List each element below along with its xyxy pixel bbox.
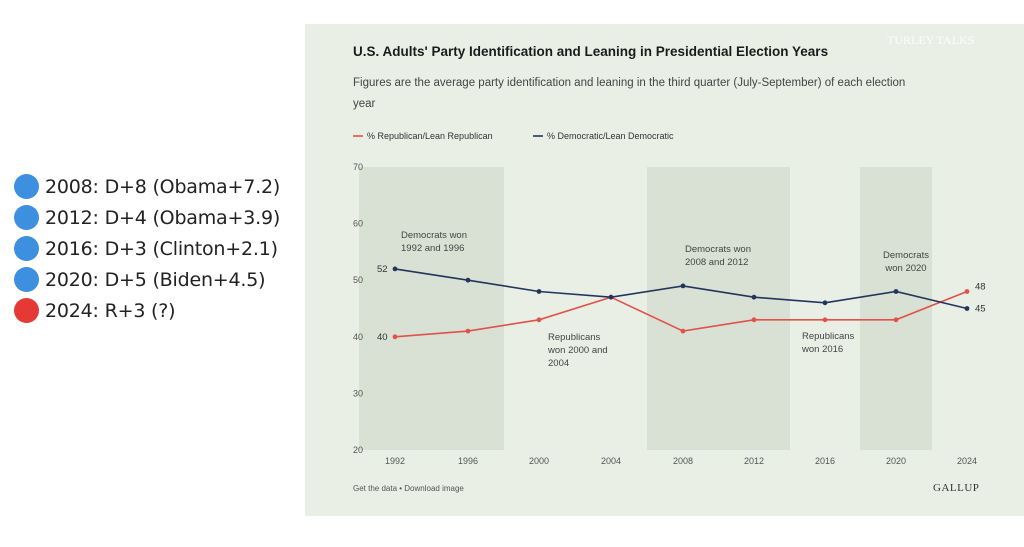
end-label-republican: 48 <box>975 282 986 293</box>
legend-label-democratic: % Democratic/Lean Democratic <box>547 131 674 141</box>
list-item-text: 2012: D+4 (Obama+3.9) <box>45 206 281 229</box>
annotation-line: Democrats won <box>685 244 751 255</box>
annotation-line: 2004 <box>548 358 569 369</box>
data-point-republican <box>964 289 970 294</box>
blue-dot-icon <box>14 205 39 230</box>
list-item-text: 2008: D+8 (Obama+7.2) <box>45 175 281 198</box>
data-point-republican <box>822 317 828 323</box>
chart-svg: 70 60 50 40 30 20 1992 1996 2000 2004 2008 2012 2016… <box>353 33 986 494</box>
data-point-democratic <box>392 266 398 272</box>
annotation-line: Republicans <box>802 331 855 342</box>
x-tick-label: 1996 <box>458 456 478 466</box>
annotation-0: Democrats won 1992 and 1996 <box>401 230 467 254</box>
data-point-democratic <box>964 306 970 311</box>
annotation-line: Democrats won <box>401 230 467 241</box>
data-point-democratic <box>822 300 828 306</box>
y-tick-label: 60 <box>353 219 363 229</box>
x-tick-label: 2016 <box>815 456 835 466</box>
y-tick-label: 20 <box>353 445 363 455</box>
x-tick-label: 2004 <box>601 456 621 466</box>
data-point-republican <box>465 328 471 334</box>
footer-links[interactable]: Get the data • Download image <box>353 484 464 493</box>
annotation-line: won 2020 <box>884 263 926 274</box>
data-point-democratic <box>536 289 542 294</box>
data-point-republican <box>392 334 398 340</box>
shaded-period-2 <box>860 167 932 450</box>
annotation-3: Republicans won 2016 <box>801 331 855 355</box>
annotation-line: 1992 and 1996 <box>401 243 464 254</box>
annotation-2: Democrats won 2008 and 2012 <box>685 244 751 268</box>
chart-title: U.S. Adults' Party Identification and Le… <box>353 44 828 59</box>
y-tick-label: 40 <box>353 332 363 342</box>
list-item: 2012: D+4 (Obama+3.9) <box>14 202 280 233</box>
start-label-democratic: 52 <box>377 264 388 275</box>
data-point-democratic <box>751 294 757 300</box>
red-dot-icon <box>14 298 39 323</box>
annotation-line: Democrats <box>883 250 929 261</box>
data-point-democratic <box>893 289 899 294</box>
gallup-logo: GALLUP <box>933 482 979 494</box>
data-point-democratic <box>680 283 686 289</box>
x-tick-label: 1992 <box>385 456 405 466</box>
annotation-1: Republicans won 2000 and 2004 <box>547 332 608 369</box>
annotation-line: won 2016 <box>801 344 843 355</box>
shaded-period-1 <box>647 167 790 450</box>
list-item: 2020: D+5 (Biden+4.5) <box>14 264 280 295</box>
annotation-4: Democrats won 2020 <box>883 250 929 274</box>
legend: % Republican/Lean Republican % Democrati… <box>353 131 674 141</box>
list-item: 2008: D+8 (Obama+7.2) <box>14 171 280 202</box>
y-tick-label: 30 <box>353 388 363 398</box>
data-point-republican <box>751 317 757 323</box>
start-label-republican: 40 <box>377 332 388 343</box>
data-point-republican <box>680 328 686 334</box>
y-tick-label: 70 <box>353 162 363 172</box>
chart-panel: 70 60 50 40 30 20 1992 1996 2000 2004 2008 2012 2016… <box>305 24 1024 516</box>
watermark: TURLEY TALKS <box>887 33 974 47</box>
list-item-text: 2020: D+5 (Biden+4.5) <box>45 268 266 291</box>
annotation-line: Republicans <box>548 332 601 343</box>
x-tick-label: 2020 <box>886 456 906 466</box>
list-item-text: 2024: R+3 (?) <box>45 299 176 322</box>
shaded-period-0 <box>359 167 504 450</box>
chart-subtitle-line-2: year <box>353 98 376 110</box>
y-tick-label: 50 <box>353 275 363 285</box>
chart-subtitle-line-1: Figures are the average party identifica… <box>353 77 905 89</box>
list-item: 2024: R+3 (?) <box>14 295 280 326</box>
election-margin-list: 2008: D+8 (Obama+7.2) 2012: D+4 (Obama+3… <box>14 171 280 326</box>
blue-dot-icon <box>14 174 39 199</box>
legend-label-republican: % Republican/Lean Republican <box>367 131 493 141</box>
x-tick-label: 2008 <box>673 456 693 466</box>
data-point-democratic <box>608 294 614 300</box>
x-tick-label: 2000 <box>529 456 549 466</box>
blue-dot-icon <box>14 236 39 261</box>
x-tick-label: 2012 <box>744 456 764 466</box>
data-point-republican <box>893 317 899 323</box>
annotation-line: 2008 and 2012 <box>685 257 748 268</box>
data-point-democratic <box>465 277 471 283</box>
annotation-line: won 2000 and <box>547 345 608 356</box>
list-item-text: 2016: D+3 (Clinton+2.1) <box>45 237 278 260</box>
blue-dot-icon <box>14 267 39 292</box>
end-label-democratic: 45 <box>975 304 986 315</box>
data-point-republican <box>536 317 542 323</box>
list-item: 2016: D+3 (Clinton+2.1) <box>14 233 280 264</box>
x-tick-label: 2024 <box>957 456 977 466</box>
